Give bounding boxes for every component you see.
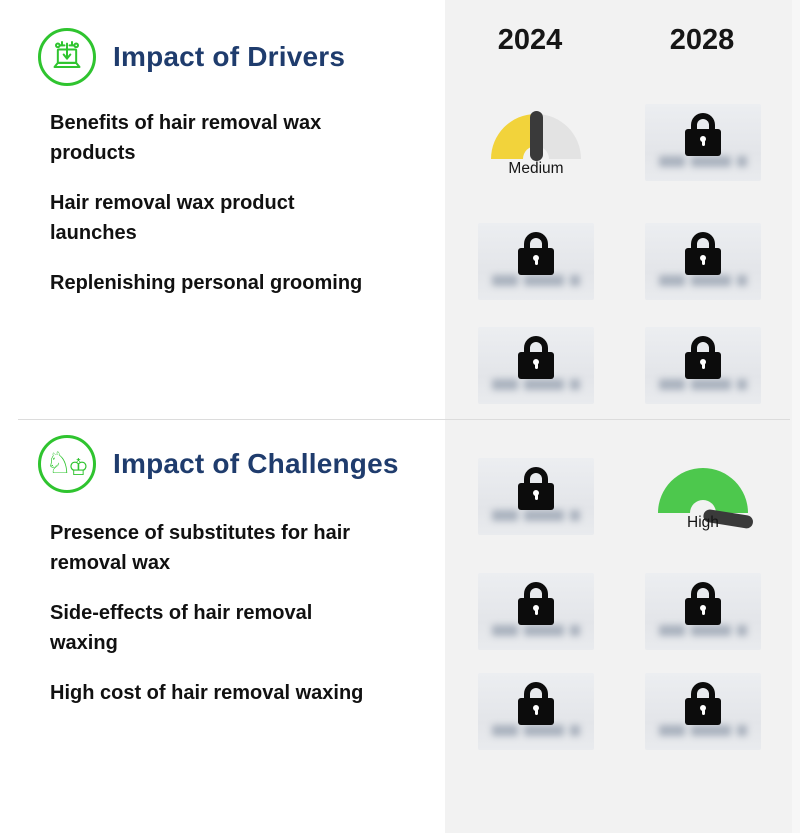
chess-pieces-icon: ♘ ♔: [38, 435, 96, 493]
laptop-circuit-download-icon: [38, 28, 96, 86]
blurred-text: [478, 510, 594, 521]
locked-cell-drivers-3-2024[interactable]: [478, 327, 594, 404]
impact-gauge-medium: [491, 111, 581, 172]
lock-icon: [683, 582, 723, 626]
locked-cell-challenges-2-2024[interactable]: [478, 573, 594, 650]
lock-icon: [516, 467, 556, 511]
locked-cell-challenges-3-2028[interactable]: [645, 673, 761, 750]
drivers-section-title: Impact of Drivers: [113, 41, 346, 72]
chess-king-glyph: ♔: [68, 454, 89, 480]
lock-icon: [516, 232, 556, 276]
gauge-level-label: Medium: [508, 160, 564, 177]
challenges-section-title: Impact of Challenges: [113, 448, 399, 479]
gauge-cell-challenges-1-2028: High: [645, 461, 761, 538]
driver-item-label: Hair removal wax product launches: [50, 192, 295, 244]
blurred-text: [645, 725, 761, 736]
gauge-level-label: High: [687, 514, 719, 531]
gauge-cell-drivers-1-2024: Medium: [478, 107, 594, 184]
blurred-text: [478, 625, 594, 636]
section-divider: [18, 419, 790, 420]
lock-icon: [516, 582, 556, 626]
lock-icon: [683, 336, 723, 380]
locked-cell-challenges-3-2024[interactable]: [478, 673, 594, 750]
blurred-text: [645, 379, 761, 390]
gauge-needle: [529, 111, 543, 161]
blurred-text: [645, 625, 761, 636]
locked-cell-drivers-2-2024[interactable]: [478, 223, 594, 300]
lock-icon: [683, 113, 723, 157]
challenge-item-label: Side-effects of hair removal waxing: [50, 602, 313, 654]
column-header-2028: 2028: [669, 24, 735, 56]
driver-item-label: Replenishing personal grooming: [50, 272, 363, 294]
blurred-text: [478, 275, 594, 286]
challenge-item-label: Presence of substitutes for hair removal…: [50, 522, 351, 574]
driver-item-label: Benefits of hair removal wax products: [50, 112, 322, 164]
lock-icon: [516, 682, 556, 726]
column-header-2024: 2024: [497, 24, 563, 56]
challenges-section-header: ♘ ♔ Impact of Challenges: [38, 435, 399, 493]
blurred-text: [645, 156, 761, 167]
lock-icon: [683, 682, 723, 726]
panel-right-edge: [792, 0, 800, 833]
challenge-item-label: High cost of hair removal waxing: [50, 682, 364, 704]
chess-knight-glyph: ♘: [45, 447, 73, 480]
locked-cell-drivers-3-2028[interactable]: [645, 327, 761, 404]
lock-icon: [516, 336, 556, 380]
blurred-text: [645, 275, 761, 286]
locked-cell-challenges-2-2028[interactable]: [645, 573, 761, 650]
impact-gauge-high: [658, 468, 754, 530]
blurred-text: [478, 379, 594, 390]
locked-cell-drivers-1-2028[interactable]: [645, 104, 761, 181]
blurred-text: [478, 725, 594, 736]
lock-icon: [683, 232, 723, 276]
locked-cell-challenges-1-2024[interactable]: [478, 458, 594, 535]
locked-cell-drivers-2-2028[interactable]: [645, 223, 761, 300]
drivers-section-header: Impact of Drivers: [38, 28, 345, 86]
